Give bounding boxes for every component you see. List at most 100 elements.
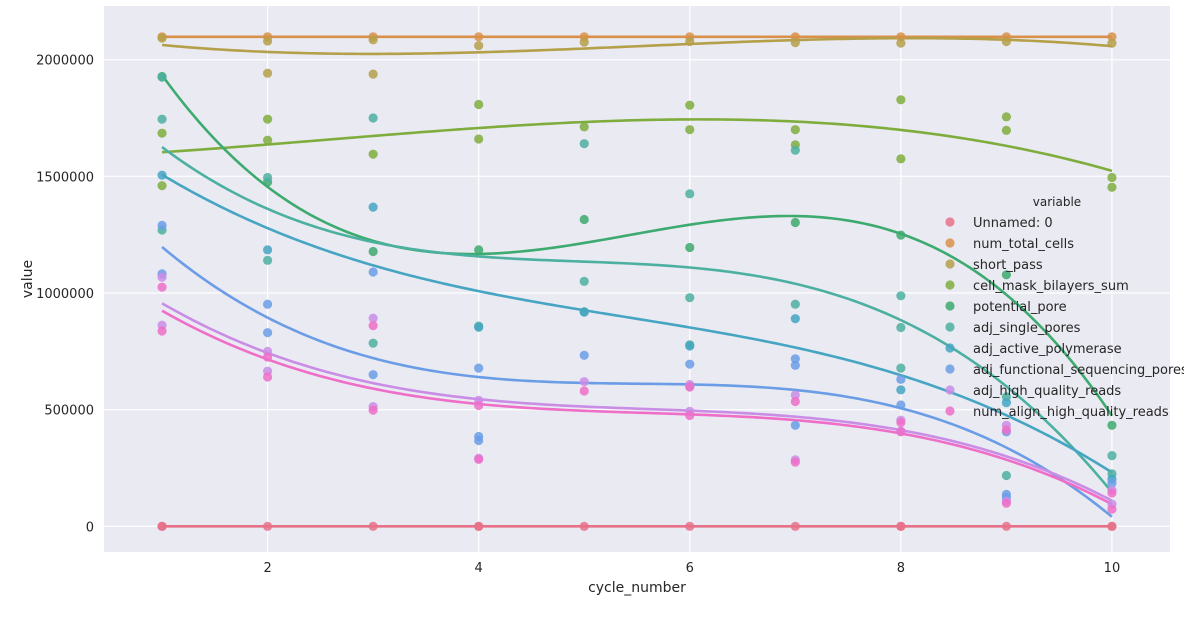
data-point: [579, 377, 589, 387]
regression-line: [161, 118, 1113, 173]
legend-marker: [945, 343, 955, 353]
legend-title: variable: [1033, 195, 1081, 209]
data-point: [1107, 32, 1117, 42]
regression-line: [161, 74, 1114, 417]
legend-marker: [945, 259, 955, 269]
data-point: [262, 372, 273, 382]
data-point: [1001, 470, 1012, 481]
data-point: [368, 69, 378, 79]
data-point: [1107, 478, 1117, 488]
data-point: [1001, 125, 1012, 135]
y-tick-label: 0: [86, 520, 94, 535]
data-point: [896, 154, 906, 164]
data-point: [579, 307, 589, 317]
data-point: [474, 32, 484, 42]
y-tick-label: 2000000: [36, 54, 94, 69]
data-point: [790, 145, 800, 155]
data-point: [262, 172, 273, 183]
data-point: [474, 41, 484, 51]
data-point: [262, 68, 273, 78]
data-point: [474, 134, 484, 144]
legend-label: potential_pore: [973, 300, 1067, 315]
data-point: [474, 400, 484, 411]
data-point: [1001, 521, 1012, 531]
y-tick-label: 500000: [44, 404, 94, 419]
data-point: [474, 454, 484, 464]
data-point: [685, 189, 695, 199]
legend-marker: [945, 217, 955, 227]
data-point: [579, 139, 589, 149]
regression-line: [161, 245, 1113, 518]
data-point: [368, 521, 378, 531]
data-point: [1107, 504, 1117, 514]
data-point: [685, 341, 695, 351]
data-points: [157, 32, 1117, 531]
data-point: [474, 322, 484, 332]
x-axis-label: cycle_number: [588, 580, 686, 596]
data-point: [368, 149, 378, 159]
data-point: [474, 521, 484, 531]
data-point: [896, 291, 906, 301]
regression-line: [161, 36, 1113, 56]
data-point: [790, 38, 800, 48]
data-point: [368, 321, 378, 331]
y-axis-label: value: [20, 260, 36, 298]
legend-marker: [945, 280, 955, 290]
data-point: [262, 36, 273, 46]
y-tick-label: 1500000: [36, 170, 94, 185]
data-point: [1107, 451, 1117, 461]
data-point: [896, 363, 906, 373]
legend-label: num_align_high_quality_reads: [973, 405, 1169, 420]
data-point: [896, 521, 906, 531]
data-point: [474, 99, 484, 110]
data-point: [579, 122, 589, 132]
data-point: [368, 405, 378, 415]
data-point: [1107, 521, 1117, 531]
data-point: [157, 326, 167, 336]
legend-label: Unnamed: 0: [973, 216, 1053, 231]
data-point: [685, 293, 695, 303]
y-tick-label: 1000000: [36, 287, 94, 302]
data-point: [685, 242, 695, 253]
regression-line: [161, 309, 1113, 506]
data-point: [790, 457, 800, 467]
data-point: [368, 246, 378, 257]
data-point: [262, 299, 273, 309]
data-point: [157, 33, 167, 43]
data-point: [896, 374, 906, 384]
data-point: [474, 245, 484, 255]
data-point: [579, 350, 589, 360]
data-point: [262, 521, 273, 531]
data-point: [1001, 270, 1012, 280]
data-point: [262, 352, 273, 362]
data-point: [262, 245, 273, 255]
data-point: [157, 114, 167, 124]
data-point: [685, 125, 695, 135]
x-tick-label: 4: [475, 561, 483, 576]
data-point: [685, 36, 695, 47]
data-point: [368, 313, 378, 323]
data-point: [157, 272, 167, 282]
data-point: [262, 328, 273, 338]
data-point: [157, 282, 167, 292]
data-point: [896, 95, 906, 105]
plot-background: [104, 6, 1170, 552]
data-point: [579, 214, 589, 225]
data-point: [685, 521, 695, 531]
legend-marker: [945, 322, 955, 332]
data-point: [579, 386, 589, 396]
data-point: [1001, 425, 1012, 435]
data-point: [685, 359, 695, 369]
data-point: [685, 382, 695, 392]
x-tick-label: 8: [897, 561, 905, 576]
data-point: [896, 427, 906, 437]
data-point: [790, 125, 800, 135]
legend-label: adj_active_polymerase: [973, 342, 1122, 357]
data-point: [474, 435, 484, 446]
tick-labels: 2 4 6 8 10 0 500000 1000000 1500000 2000000: [36, 54, 1120, 576]
data-point: [262, 255, 273, 265]
data-point: [896, 230, 906, 240]
data-point: [368, 370, 378, 380]
data-point: [790, 314, 800, 324]
data-point: [1107, 172, 1117, 183]
